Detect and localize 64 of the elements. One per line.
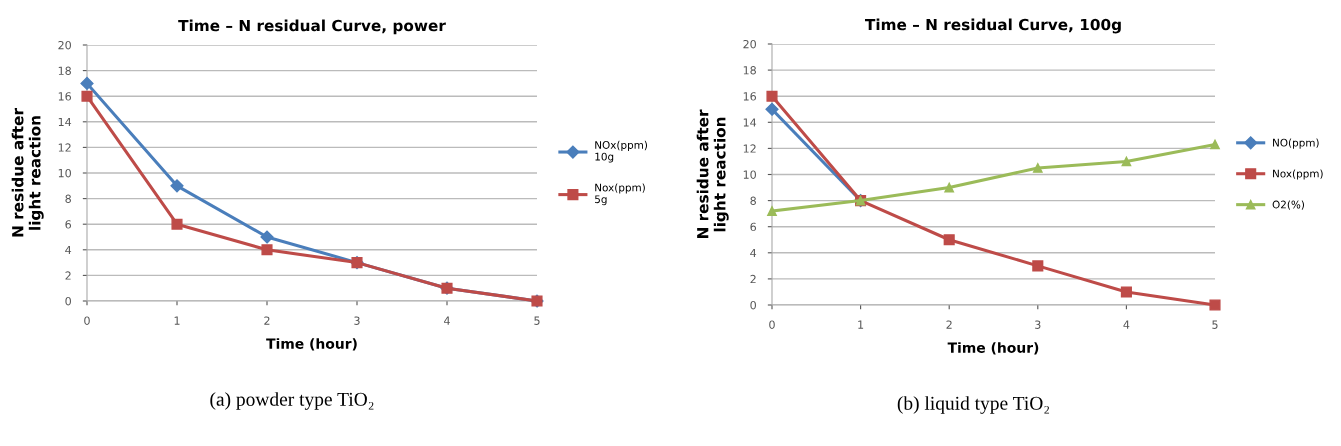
x-tick-label: 0 <box>84 316 90 325</box>
point <box>1210 139 1220 150</box>
point <box>767 206 777 216</box>
y-tick-label: 2 <box>750 274 756 284</box>
y-axis-title: N residue after light reaction <box>11 108 44 237</box>
y-tick-label: 20 <box>58 40 71 50</box>
point <box>1121 156 1132 167</box>
y-tick-label: 16 <box>743 92 757 101</box>
y-tick-label: 14 <box>58 117 72 127</box>
y-tick-label: 12 <box>743 144 756 153</box>
point <box>81 90 93 102</box>
y-tick-label: 10 <box>58 168 71 178</box>
y-tick-label: 6 <box>750 222 757 232</box>
legend-label: Nox(ppm) 5g <box>595 183 645 206</box>
point <box>765 102 779 116</box>
y-tick-label: 16 <box>58 92 72 101</box>
y-tick-label: 0 <box>750 300 756 310</box>
y-tick-label: 14 <box>743 118 757 127</box>
y-tick-label: 10 <box>743 170 756 179</box>
legend-label: Nox(ppm) <box>1273 169 1323 180</box>
x-tick-label: 4 <box>1123 320 1130 329</box>
legend-label: NOx(ppm) 10g <box>595 140 648 163</box>
chart-title: Time – N residual Curve, 100g <box>865 18 1121 34</box>
chart-title: Time – N residual Curve, power <box>178 19 446 35</box>
legend-label: O2(%) <box>1272 200 1304 210</box>
y-tick-label: 18 <box>743 66 756 75</box>
point <box>1032 163 1043 173</box>
y-tick-label: 20 <box>743 39 756 49</box>
x-tick-label: 3 <box>1035 320 1041 329</box>
point <box>80 76 94 90</box>
point <box>171 218 183 230</box>
x-tick-label: 5 <box>1212 320 1218 329</box>
x-tick-label: 3 <box>354 316 360 325</box>
point <box>170 179 184 193</box>
x-tick-label: 1 <box>174 316 180 325</box>
point <box>1209 299 1221 311</box>
y-tick-label: 12 <box>58 143 71 152</box>
x-tick-label: 2 <box>264 316 270 325</box>
x-tick-label: 1 <box>858 320 864 329</box>
point <box>260 230 274 244</box>
point <box>1032 260 1044 272</box>
x-axis-title: Time (hour) <box>947 342 1039 355</box>
point <box>943 234 955 246</box>
y-axis-title: N residue after light reaction <box>696 109 729 239</box>
y-tick-label: 6 <box>65 220 72 229</box>
x-tick-label: 4 <box>444 316 450 325</box>
text: (b) liquid type TiO₂ <box>897 396 1050 414</box>
y-tick-label: 8 <box>750 196 756 205</box>
y-tick-label: 2 <box>65 271 71 280</box>
x-tick-label: 0 <box>769 320 775 329</box>
y-tick-label: 4 <box>65 245 72 255</box>
x-tick-label: 2 <box>946 320 952 329</box>
x-tick-label: 5 <box>534 316 540 325</box>
y-tick-label: 18 <box>58 66 71 75</box>
point <box>1120 286 1132 298</box>
y-tick-label: 8 <box>65 194 71 203</box>
legend-label: NO(ppm) <box>1273 138 1319 149</box>
y-tick-label: 4 <box>750 248 757 258</box>
point <box>766 90 778 102</box>
point <box>944 182 955 193</box>
text: (a) powder type TiO₂ <box>210 392 374 410</box>
y-tick-label: 0 <box>65 296 71 306</box>
point <box>261 244 273 256</box>
x-axis-title: Time (hour) <box>266 338 357 351</box>
